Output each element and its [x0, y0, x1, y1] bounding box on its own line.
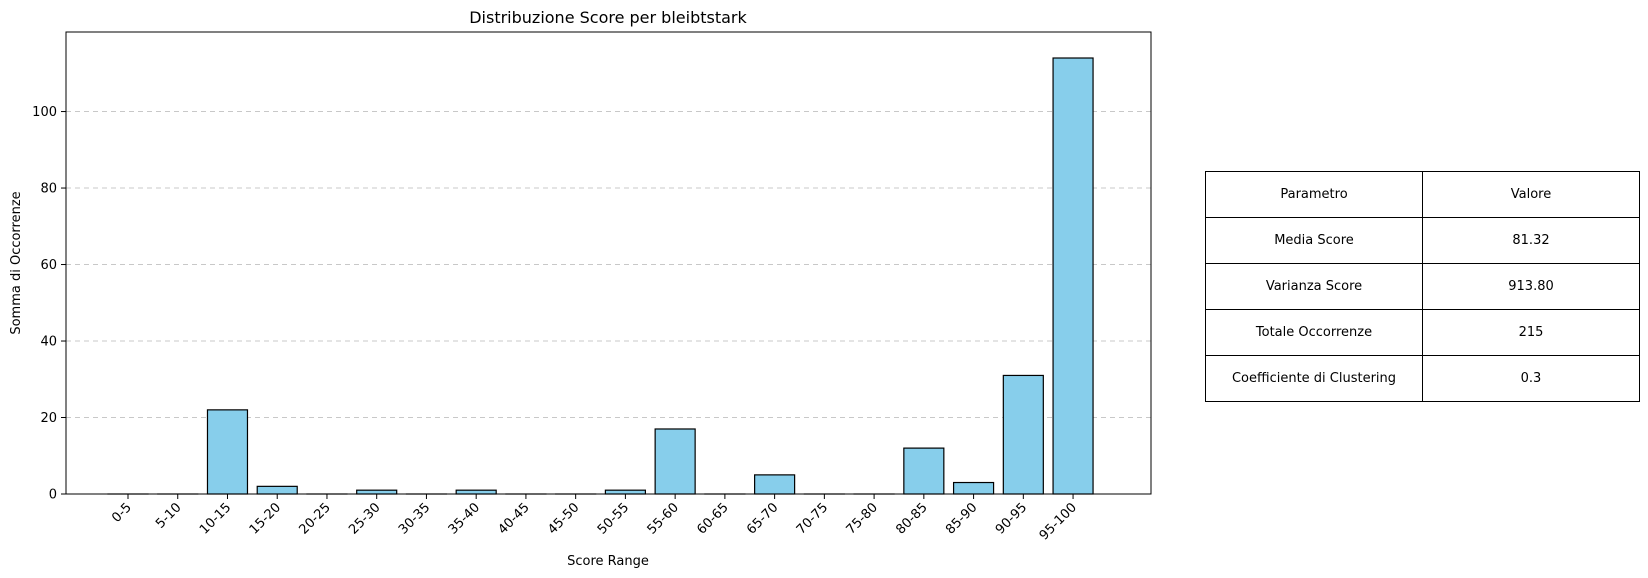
- x-tick-label: 50-55: [595, 500, 632, 537]
- y-tick-label: 60: [40, 258, 57, 273]
- table-cell-value: 81.32: [1422, 217, 1640, 264]
- x-tick-label: 70-75: [794, 500, 831, 537]
- table-row: Varianza Score 913.80: [1205, 263, 1640, 310]
- x-tick-label: 75-80: [844, 500, 881, 537]
- x-tick-label: 20-25: [296, 500, 333, 537]
- bar-15-20: [256, 485, 298, 495]
- bars: [107, 57, 1094, 495]
- x-tick-label: 90-95: [993, 500, 1030, 537]
- table-cell-param: Varianza Score: [1205, 263, 1423, 310]
- x-axis: 0-5 5-10 10-15 15-20 20-25 25-30 30-35 35-40 40-…: [109, 494, 1080, 543]
- x-tick-label: 95-100: [1037, 500, 1080, 543]
- x-tick-label: 35-40: [446, 500, 483, 537]
- x-tick-label: 5-10: [153, 500, 184, 531]
- x-tick-label: 40-45: [495, 500, 532, 537]
- x-tick-label: 15-20: [247, 500, 284, 537]
- table-row: Totale Occorrenze 215: [1205, 309, 1640, 356]
- table-header-cell: Parametro: [1205, 171, 1423, 218]
- chart-title: Distribuzione Score per bleibtstark: [469, 8, 747, 27]
- bar-65-70: [754, 474, 796, 495]
- y-gridlines: [66, 111, 1151, 419]
- x-tick-label: 25-30: [346, 500, 383, 537]
- table-row: Media Score 81.32: [1205, 217, 1640, 264]
- y-tick-label: 0: [49, 488, 57, 503]
- bar-80-85: [903, 447, 945, 495]
- bar-50-55: [604, 489, 647, 495]
- stats-table: Parametro Valore Media Score 81.32 Varia…: [1205, 171, 1640, 402]
- table-cell-param: Totale Occorrenze: [1205, 309, 1423, 356]
- plot-area: [65, 31, 1152, 495]
- y-tick-label: 100: [32, 105, 57, 120]
- table-cell-value: 913.80: [1422, 263, 1640, 310]
- bar-55-60: [654, 428, 696, 495]
- x-tick-label: 80-85: [893, 500, 930, 537]
- x-tick-label: 85-90: [943, 500, 980, 537]
- x-tick-label: 30-35: [396, 500, 433, 537]
- x-tick-label: 10-15: [197, 500, 234, 537]
- x-tick-label: 55-60: [645, 500, 682, 537]
- x-tick-label: 0-5: [109, 500, 135, 526]
- bar-85-90: [952, 481, 995, 495]
- x-tick-label: 45-50: [545, 500, 582, 537]
- table-cell-param: Media Score: [1205, 217, 1423, 264]
- x-tick-label: 65-70: [744, 500, 781, 537]
- y-tick-label: 80: [40, 182, 57, 197]
- table-header-cell: Valore: [1422, 171, 1640, 218]
- y-axis: 0 20 40 60 80 100: [32, 105, 66, 503]
- bar-90-95: [1002, 374, 1044, 495]
- table-header-row: Parametro Valore: [1205, 171, 1640, 218]
- y-axis-label: Somma di Occorrenze: [9, 191, 24, 334]
- table-cell-value: 0.3: [1422, 355, 1640, 402]
- bar-95-100: [1052, 57, 1094, 495]
- x-axis-label: Score Range: [567, 554, 649, 569]
- y-tick-label: 40: [40, 335, 57, 350]
- bar-25-30: [356, 489, 398, 495]
- y-tick-label: 20: [40, 411, 57, 426]
- table-cell-param: Coefficiente di Clustering: [1205, 355, 1423, 402]
- table-row: Coefficiente di Clustering 0.3: [1205, 355, 1640, 402]
- bar-chart: 0 20 40 60 80 100 0-5 5-10 10-15 15-20 20-25 25-30…: [9, 8, 1152, 569]
- bar-35-40: [455, 489, 497, 495]
- x-tick-label: 60-65: [694, 500, 731, 537]
- bar-10-15: [206, 409, 249, 495]
- table-cell-value: 215: [1422, 309, 1640, 356]
